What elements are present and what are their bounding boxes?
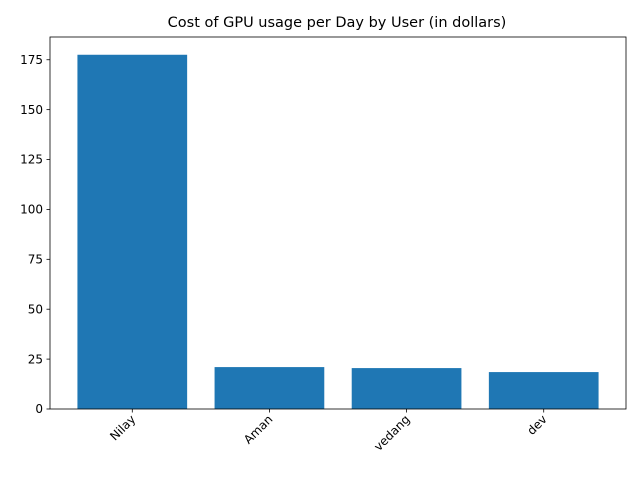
y-tick-label: 0 [35,402,43,416]
bar-nilay [77,54,188,409]
y-tick-label: 75 [28,253,43,267]
axes-frame [49,36,627,410]
y-tick-label: 125 [20,153,43,167]
y-tick-label: 25 [28,352,43,366]
axes-layer [49,36,627,410]
bar-vedang [351,368,462,409]
bar-aman [214,367,325,409]
y-axis-ticks: 0 25 50 75 100 125 150 175 [20,53,50,416]
x-tick-label-dev: dev [524,412,550,438]
x-axis-ticks: Nilay Aman vedang dev [107,409,550,454]
bar-dev [488,372,599,409]
x-tick-label-aman: Aman [241,412,276,447]
y-tick-label: 175 [20,53,43,67]
x-tick-label-vedang: vedang [371,412,412,453]
y-tick-label: 50 [28,302,43,316]
bars-layer [77,54,599,409]
x-tick-label-nilay: Nilay [107,412,138,443]
chart-title: Cost of GPU usage per Day by User (in do… [168,15,507,31]
y-tick-label: 100 [20,203,43,217]
y-tick-label: 150 [20,103,43,117]
